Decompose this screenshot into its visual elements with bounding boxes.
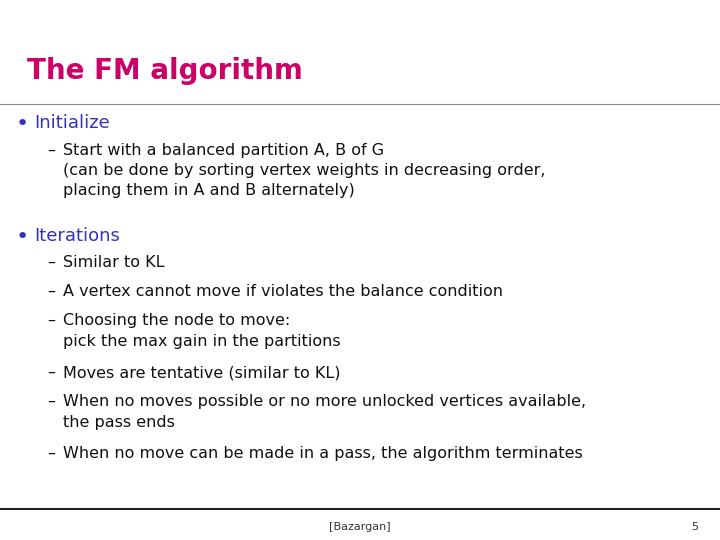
Text: –: –: [47, 365, 55, 380]
Text: When no move can be made in a pass, the algorithm terminates: When no move can be made in a pass, the …: [63, 446, 582, 461]
Text: –: –: [47, 446, 55, 461]
Text: The FM algorithm: The FM algorithm: [27, 57, 303, 85]
Text: BEIHANG UNIVERSITY: BEIHANG UNIVERSITY: [11, 11, 186, 24]
Text: Choosing the node to move:
pick the max gain in the partitions: Choosing the node to move: pick the max …: [63, 313, 341, 349]
Text: –: –: [47, 143, 55, 158]
Text: When no moves possible or no more unlocked vertices available,
the pass ends: When no moves possible or no more unlock…: [63, 394, 586, 430]
Text: Start with a balanced partition A, B of G
(can be done by sorting vertex weights: Start with a balanced partition A, B of …: [63, 143, 545, 198]
Text: –: –: [47, 284, 55, 299]
Text: [Bazargan]: [Bazargan]: [329, 522, 391, 531]
Text: •: •: [16, 114, 29, 134]
Text: Iterations: Iterations: [35, 227, 120, 245]
Text: •: •: [16, 227, 29, 247]
Text: Initialize: Initialize: [35, 114, 110, 132]
Text: –: –: [47, 255, 55, 270]
Text: Similar to KL: Similar to KL: [63, 255, 164, 270]
Text: Moves are tentative (similar to KL): Moves are tentative (similar to KL): [63, 365, 340, 380]
Text: A vertex cannot move if violates the balance condition: A vertex cannot move if violates the bal…: [63, 284, 503, 299]
Text: –: –: [47, 313, 55, 328]
Text: 5: 5: [691, 522, 698, 531]
Text: –: –: [47, 394, 55, 409]
